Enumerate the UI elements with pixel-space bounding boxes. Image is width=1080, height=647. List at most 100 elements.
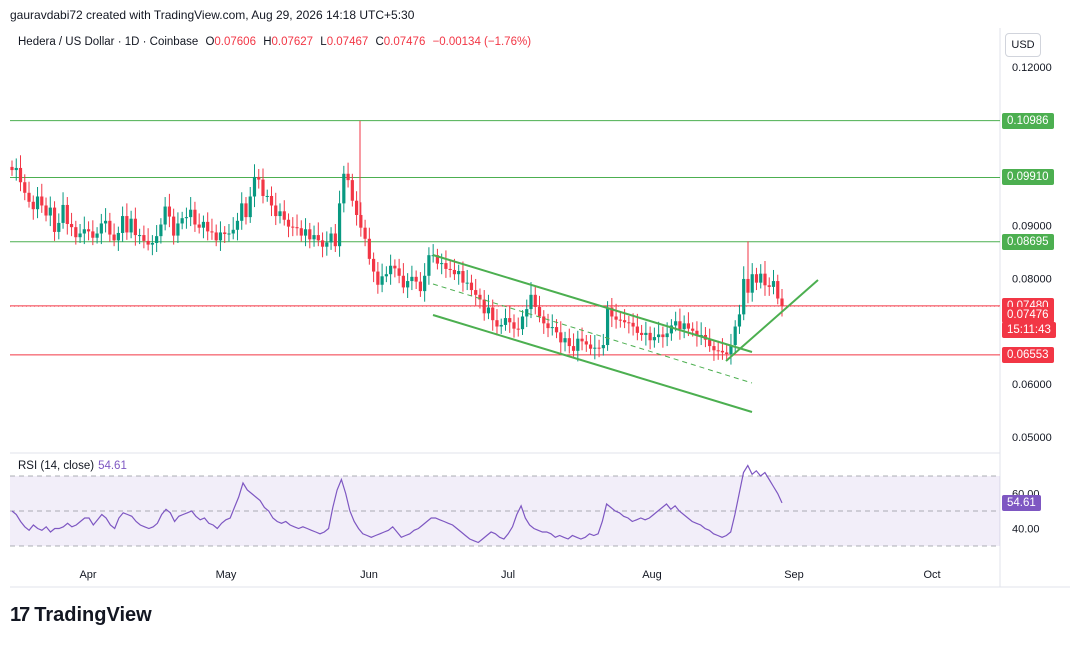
candle-body: [631, 322, 635, 327]
symbol-name[interactable]: Hedera / US Dollar · 1D · Coinbase: [18, 36, 199, 48]
candle-body: [525, 309, 529, 317]
candle-body: [197, 224, 201, 228]
candle-body: [354, 200, 359, 215]
candle-body: [554, 327, 559, 333]
candle-body: [214, 232, 218, 241]
candle-body: [754, 274, 759, 283]
candle-body: [508, 318, 512, 323]
x-tick-label: Apr: [79, 569, 96, 581]
candle-body: [27, 192, 31, 202]
candle-body: [176, 223, 180, 236]
candle-body: [627, 322, 631, 324]
candle-body: [193, 209, 197, 225]
y-tick-label: 0.05000: [1012, 432, 1052, 444]
x-tick-label: May: [216, 569, 237, 581]
candle-body: [103, 220, 108, 224]
candle-body: [146, 240, 150, 245]
candle-body: [295, 227, 299, 229]
candle-body: [516, 328, 520, 330]
candle-body: [665, 333, 669, 338]
rsi-tick-label: 40.00: [1012, 524, 1040, 536]
candle-body: [393, 265, 397, 269]
candle-body: [520, 316, 525, 330]
candle-body: [337, 203, 342, 247]
candle-body: [125, 216, 129, 233]
candle-body: [31, 201, 35, 210]
candle-body: [759, 273, 763, 283]
price-chart[interactable]: 0.120000.090000.080000.070000.060000.050…: [0, 0, 1080, 600]
candle-body: [644, 332, 648, 335]
candle-body: [640, 332, 644, 335]
candle-body: [10, 166, 14, 171]
candle-body: [142, 235, 146, 241]
candle-body: [155, 236, 159, 244]
candle-body: [597, 347, 601, 349]
candle-body: [576, 338, 580, 351]
candle-body: [244, 203, 248, 218]
candle-body: [78, 233, 82, 238]
candle-body: [512, 322, 516, 329]
candle-body: [278, 211, 282, 217]
candle-body: [129, 218, 133, 233]
brand-name: TradingView: [34, 604, 152, 626]
candle-body: [495, 320, 499, 327]
y-tick-label: 0.09000: [1012, 221, 1052, 233]
candle-body: [695, 330, 699, 337]
candle-body: [265, 195, 269, 197]
candle-body: [52, 207, 57, 232]
candle-body: [771, 281, 776, 287]
candle-body: [622, 320, 627, 323]
candle-body: [452, 269, 457, 275]
candle-body: [57, 222, 61, 232]
candle-body: [218, 232, 223, 241]
rsi-name: RSI (14, close): [18, 460, 95, 472]
candle-body: [248, 196, 252, 218]
candle-body: [159, 224, 163, 237]
candle-body: [223, 232, 227, 235]
candle-body: [491, 307, 495, 321]
candle-body: [729, 345, 733, 355]
tradingview-logo-icon: 17: [10, 604, 30, 626]
candle-body: [406, 281, 410, 288]
y-tick-label: 0.12000: [1012, 62, 1052, 74]
candle-body: [401, 275, 405, 288]
candle-body: [410, 276, 414, 282]
candle-body: [486, 307, 491, 314]
candle-body: [150, 243, 154, 245]
candle-body: [384, 274, 388, 277]
candle-body: [252, 176, 257, 197]
close-label: C: [375, 36, 384, 48]
tradingview-brand: 17 TradingView: [10, 604, 152, 627]
candle-body: [427, 255, 431, 276]
candle-body: [303, 229, 308, 236]
candle-body: [167, 206, 172, 217]
candle-body: [776, 281, 780, 299]
candle-body: [503, 318, 508, 325]
candle-body: [116, 232, 120, 241]
currency-button[interactable]: USD: [1005, 33, 1041, 57]
candle-body: [618, 319, 622, 321]
candle-body: [423, 275, 427, 292]
high-label: H: [263, 36, 272, 48]
rsi-value-tag: 54.61: [1002, 494, 1041, 511]
level-price-tag: 0.06553: [1002, 346, 1054, 363]
candle-body: [725, 352, 729, 355]
candle-body: [329, 233, 333, 243]
rsi-value: 54.61: [98, 460, 127, 472]
level-price-tag: 0.08695: [1002, 233, 1054, 250]
candle-body: [61, 204, 65, 223]
candle-body: [542, 316, 546, 324]
low-value: 0.07467: [326, 36, 369, 48]
y-tick-label: 0.08000: [1012, 273, 1052, 285]
candle-body: [661, 334, 665, 338]
candle-body: [389, 265, 393, 275]
candle-body: [320, 240, 325, 247]
candle-body: [652, 337, 656, 341]
candle-body: [440, 263, 444, 265]
candle-body: [674, 321, 678, 326]
candle-body: [742, 278, 746, 315]
candle-body: [397, 268, 401, 276]
candle-body: [227, 233, 231, 235]
candle-body: [40, 196, 44, 206]
candle-body: [686, 323, 691, 329]
